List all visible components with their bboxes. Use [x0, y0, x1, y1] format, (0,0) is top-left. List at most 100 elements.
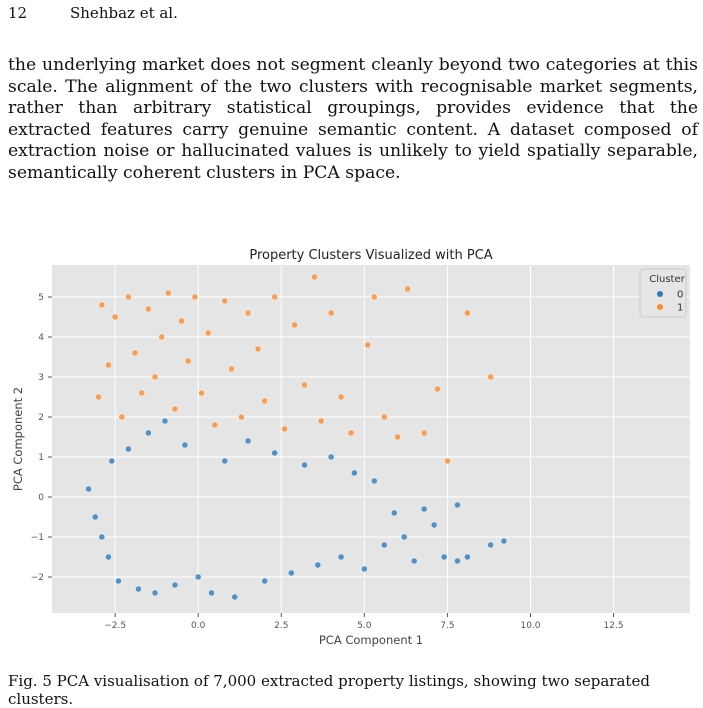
cluster-0-point	[454, 501, 461, 509]
cluster-1-point	[271, 293, 278, 301]
cluster-1-point	[111, 313, 119, 321]
cluster-1-point	[98, 301, 106, 309]
cluster-1-point	[381, 413, 388, 421]
cluster-1-point	[178, 317, 185, 325]
cluster-1-point	[364, 341, 371, 349]
cluster-1-point	[434, 385, 441, 393]
cluster-1-point	[301, 381, 308, 389]
cluster-0-points	[85, 417, 508, 601]
page-number: 12	[8, 4, 28, 22]
cluster-1-point	[444, 457, 451, 465]
cluster-1-point	[185, 357, 192, 365]
cluster-0-point	[301, 461, 308, 469]
cluster-1-point	[337, 393, 345, 401]
pca-scatter-figure: −2.5 0.0 2.5 5.0 7.5 10.0 12.5 −2 −1 0 1 2 3 4 5 Prop…	[11, 248, 690, 647]
chart-title: Property Clusters Visualized with PCA	[249, 248, 492, 263]
y-tick-label: 1	[38, 453, 44, 463]
cluster-0-point	[401, 533, 408, 541]
y-tick-label: 3	[38, 373, 44, 383]
cluster-0-point	[327, 453, 335, 461]
cluster-1-point	[281, 425, 288, 433]
cluster-1-point	[118, 413, 125, 421]
cluster-1-point	[198, 389, 205, 397]
cluster-0-point	[440, 553, 448, 561]
running-head: Shehbaz et al.	[70, 4, 178, 22]
x-tick-label: −2.5	[104, 621, 126, 631]
legend-box	[639, 268, 687, 318]
cluster-0-point	[391, 509, 398, 517]
cluster-0-point	[361, 565, 368, 573]
cluster-1-point	[404, 285, 411, 293]
cluster-1-point	[165, 289, 172, 297]
x-tick-label: 7.5	[440, 621, 454, 631]
cluster-0-point	[410, 557, 418, 565]
y-tick-label: −1	[31, 533, 44, 543]
cluster-1-point	[211, 421, 219, 429]
cluster-1-point	[204, 329, 212, 337]
cluster-1-point	[347, 429, 355, 437]
cluster-1-point	[371, 293, 378, 301]
y-ticks: −2 −1 0 1 2 3 4 5	[31, 293, 52, 583]
y-tick-label: −2	[31, 573, 44, 583]
cluster-0-point	[231, 593, 238, 601]
x-ticks: −2.5 0.0 2.5 5.0 7.5 10.0 12.5	[104, 613, 624, 631]
cluster-1-point	[221, 297, 228, 305]
cluster-0-point	[171, 581, 179, 589]
cluster-0-point	[98, 533, 106, 541]
cluster-0-point	[145, 429, 152, 437]
cluster-1-point	[145, 305, 152, 313]
cluster-0-point	[337, 553, 345, 561]
cluster-0-point	[221, 457, 228, 465]
grid-lines	[52, 265, 690, 613]
cluster-0-point	[244, 437, 252, 445]
cluster-1-point	[151, 373, 159, 381]
cluster-1-point	[105, 361, 112, 369]
cluster-0-point	[430, 521, 438, 529]
cluster-0-point	[161, 417, 169, 425]
cluster-0-point	[261, 577, 268, 585]
cluster-1-points	[95, 273, 494, 465]
y-tick-label: 4	[38, 333, 44, 343]
legend-label-0: 0	[677, 290, 683, 301]
cluster-0-point	[125, 445, 132, 453]
x-tick-label: 5.0	[357, 621, 372, 631]
legend-marker-1	[657, 304, 663, 310]
cluster-1-point	[238, 413, 245, 421]
cluster-1-point	[138, 389, 145, 397]
cluster-0-point	[288, 569, 295, 577]
cluster-0-point	[351, 469, 358, 477]
cluster-0-point	[108, 457, 116, 465]
x-axis-label: PCA Component 1	[319, 633, 423, 647]
cluster-0-point	[195, 573, 202, 581]
cluster-1-point	[125, 293, 132, 301]
cluster-0-point	[181, 441, 189, 449]
cluster-1-point	[464, 309, 471, 317]
cluster-1-point	[131, 349, 139, 357]
cluster-0-point	[420, 505, 428, 513]
cluster-0-point	[371, 477, 378, 485]
x-tick-label: 2.5	[274, 621, 288, 631]
cluster-1-point	[394, 433, 401, 441]
x-tick-label: 12.5	[604, 621, 624, 631]
cluster-1-point	[171, 405, 179, 413]
cluster-0-point	[500, 537, 508, 545]
cluster-1-point	[191, 293, 199, 301]
cluster-1-point	[95, 393, 102, 401]
cluster-1-point	[487, 373, 494, 381]
cluster-0-point	[487, 541, 494, 549]
cluster-1-point	[244, 309, 252, 317]
cluster-0-point	[115, 577, 122, 585]
cluster-1-point	[420, 429, 428, 437]
y-tick-label: 2	[38, 413, 44, 423]
cluster-1-point	[317, 417, 325, 425]
cluster-0-point	[135, 585, 142, 593]
legend: Cluster 0 1	[639, 268, 687, 318]
cluster-1-point	[291, 321, 298, 329]
cluster-0-point	[208, 589, 215, 597]
cluster-1-point	[158, 333, 165, 341]
cluster-0-point	[91, 513, 99, 521]
page-header: 12 Shehbaz et al.	[8, 4, 178, 22]
cluster-0-point	[454, 557, 461, 565]
cluster-0-point	[381, 541, 388, 549]
x-tick-label: 0.0	[191, 621, 206, 631]
